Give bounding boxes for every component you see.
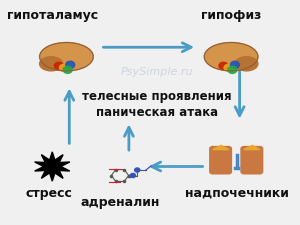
Ellipse shape: [204, 43, 258, 71]
Ellipse shape: [63, 66, 72, 73]
Ellipse shape: [40, 57, 63, 71]
Polygon shape: [244, 145, 260, 150]
Text: адреналин: адреналин: [81, 196, 160, 209]
Text: стресс: стресс: [26, 187, 73, 200]
Ellipse shape: [59, 64, 68, 71]
Ellipse shape: [228, 66, 237, 73]
Ellipse shape: [224, 64, 233, 71]
Polygon shape: [35, 152, 70, 181]
FancyBboxPatch shape: [210, 146, 231, 174]
Text: PsySimple.ru: PsySimple.ru: [121, 67, 194, 77]
Text: надпочечники: надпочечники: [185, 187, 289, 200]
Circle shape: [130, 173, 136, 178]
Text: гипофиз: гипофиз: [201, 9, 261, 22]
Ellipse shape: [230, 61, 239, 68]
Text: паническая атака: паническая атака: [96, 106, 218, 119]
Circle shape: [135, 168, 140, 172]
Ellipse shape: [235, 57, 258, 71]
FancyBboxPatch shape: [241, 146, 263, 174]
Ellipse shape: [54, 62, 63, 69]
Polygon shape: [213, 145, 229, 150]
Text: гипоталамус: гипоталамус: [7, 9, 98, 22]
Text: телесные проявления: телесные проявления: [82, 90, 232, 103]
Ellipse shape: [219, 62, 228, 69]
Ellipse shape: [40, 43, 93, 71]
Ellipse shape: [66, 61, 75, 68]
